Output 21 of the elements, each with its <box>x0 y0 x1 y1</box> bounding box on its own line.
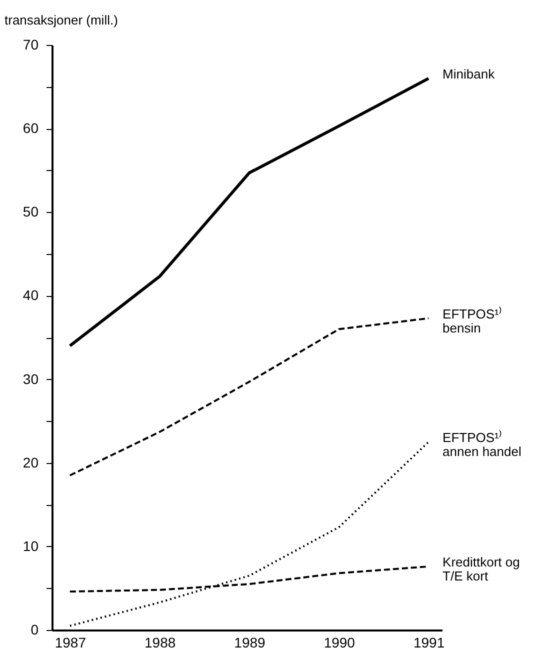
y-tick-label: 0 <box>30 622 39 638</box>
y-tick-label: 50 <box>22 204 39 220</box>
series-label: EFTPOS¹⁾ bensin <box>442 306 502 336</box>
x-tick-label: 1988 <box>144 634 176 650</box>
x-tick-label: 1991 <box>413 634 445 650</box>
x-tick-label: 1987 <box>54 634 86 650</box>
y-tick-label: 40 <box>22 287 39 304</box>
series-label: Kredittkort og T/E kort <box>442 554 520 584</box>
y-tick-label: 70 <box>22 36 39 52</box>
series-label: EFTPOS¹⁾ annen handel <box>442 430 522 459</box>
y-tick-label: 60 <box>22 120 39 136</box>
x-tick-label: 1989 <box>234 634 266 650</box>
line-series <box>68 440 430 627</box>
series-label: Minibank <box>442 66 496 82</box>
line-series <box>68 317 430 476</box>
y-axis-title: transaksjoner (mill.) <box>4 12 118 28</box>
y-tick-label: 10 <box>22 538 39 554</box>
y-tick-label: 20 <box>22 454 39 470</box>
line-series <box>68 76 430 348</box>
x-tick-label: 1990 <box>324 634 356 650</box>
y-tick-label: 30 <box>22 370 39 387</box>
